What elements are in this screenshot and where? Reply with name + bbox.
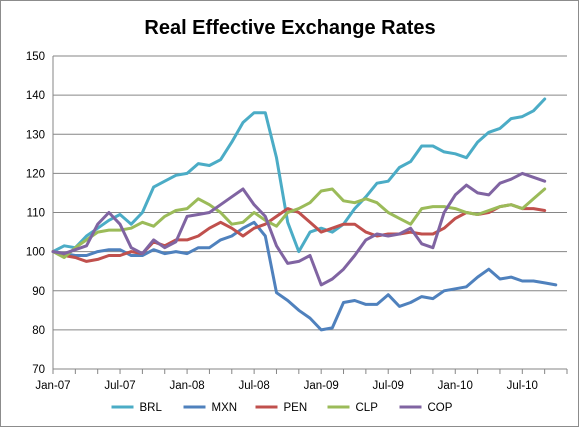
y-tick-label: 140 xyxy=(26,90,45,102)
legend-label-clp: CLP xyxy=(356,402,379,414)
x-tick-label: Jul-08 xyxy=(238,380,269,392)
x-tick-label: Jul-07 xyxy=(104,380,135,392)
series-line-cop xyxy=(51,171,547,287)
x-tick-label: Jul-09 xyxy=(373,380,404,392)
axes: 70 80 90 100 110 120 130 140 150 Jan-07 Jul-07 Jan-… xyxy=(26,51,568,392)
y-tick-label: 90 xyxy=(32,286,45,298)
x-tick-label: Jan-10 xyxy=(438,380,473,392)
series-line-mxn xyxy=(51,220,558,332)
legend-label-cop: COP xyxy=(428,402,453,414)
legend-label-mxn: MXN xyxy=(212,402,238,414)
y-tick-label: 80 xyxy=(32,325,45,337)
y-tick-label: 110 xyxy=(27,208,45,220)
legend-label-brl: BRL xyxy=(140,402,163,414)
series-lines xyxy=(51,97,558,332)
series-line-brl xyxy=(51,97,547,254)
legend-label-pen: PEN xyxy=(284,402,308,414)
chart-title: Real Effective Exchange Rates xyxy=(144,17,435,39)
y-tick-label: 120 xyxy=(26,168,45,180)
y-tick-label: 100 xyxy=(26,247,45,259)
y-tick-label: 70 xyxy=(32,364,45,376)
series-line-clp xyxy=(51,187,547,259)
y-tick-label: 150 xyxy=(26,51,45,63)
series-line-pen xyxy=(51,203,547,263)
x-tick-label: Jul-10 xyxy=(507,380,538,392)
x-tick-label: Jan-08 xyxy=(170,380,205,392)
legend: BRL MXN PEN CLP COP xyxy=(111,402,453,414)
x-tick-label: Jan-07 xyxy=(35,380,70,392)
x-tick-label: Jan-09 xyxy=(304,380,339,392)
y-tick-label: 130 xyxy=(26,129,45,141)
